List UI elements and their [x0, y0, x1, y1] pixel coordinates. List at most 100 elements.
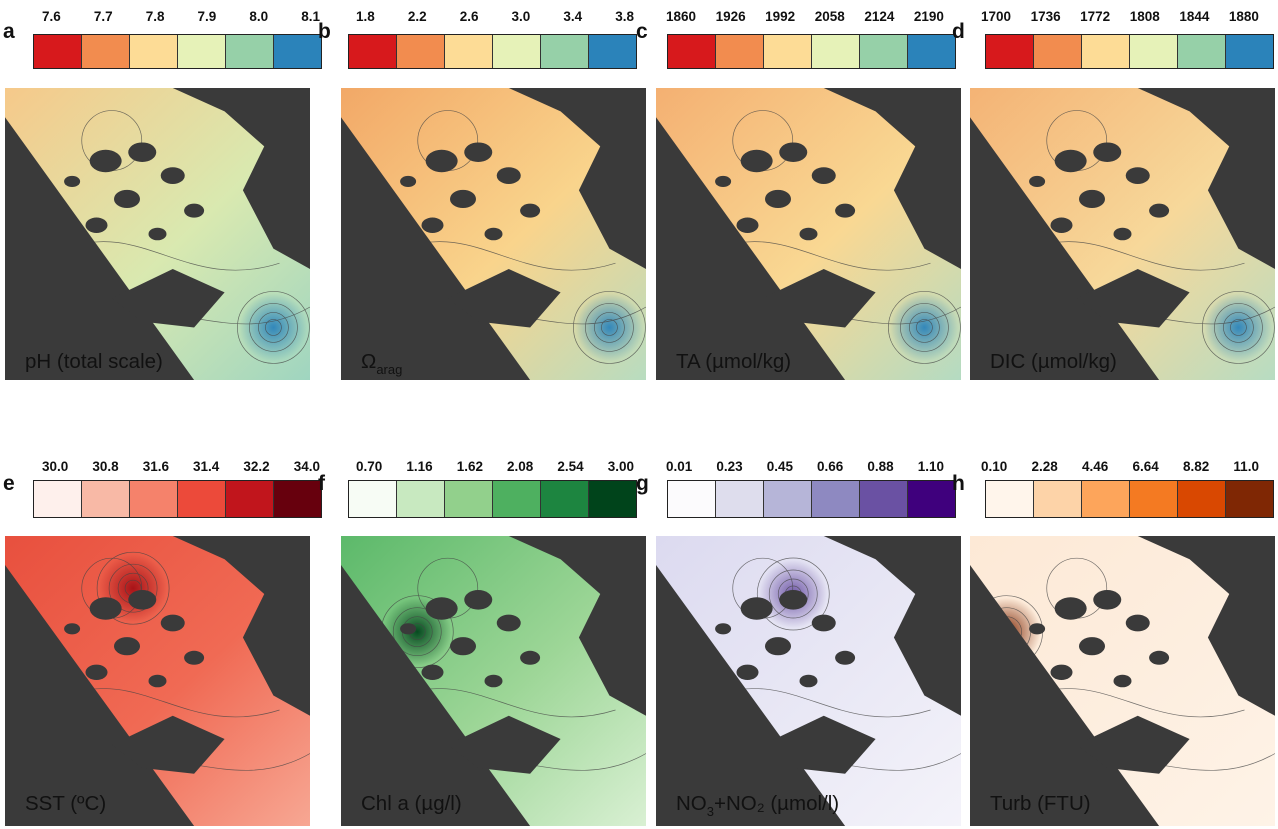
panel-letter: e [3, 472, 15, 496]
contour-map [5, 88, 310, 380]
tick-label: 1700 [981, 9, 1011, 24]
caption-main: Ω [361, 350, 376, 373]
tick-label: 0.01 [666, 459, 692, 474]
caption-main: DIC (µmol/kg) [990, 350, 1117, 373]
caption-main: pH (total scale) [25, 350, 163, 373]
colorbar-swatch [1226, 35, 1273, 68]
tick-label: 0.66 [817, 459, 843, 474]
colorbar-swatch [716, 35, 764, 68]
colorbar-swatch [860, 481, 908, 517]
tick-label: 32.2 [243, 459, 269, 474]
tick-label: 31.4 [193, 459, 219, 474]
colorbar-swatch [130, 481, 178, 517]
tick-label: 2124 [864, 9, 894, 24]
colorbar-swatch [274, 35, 321, 68]
panel-caption: Ωarag [361, 350, 402, 374]
tick-label: 30.0 [42, 459, 68, 474]
tick-label: 30.8 [92, 459, 118, 474]
colorbar-swatch [812, 35, 860, 68]
colorbar-ticks: 7.6 7.7 7.8 7.9 8.0 8.1 [42, 9, 320, 24]
contour-map [341, 88, 646, 380]
colorbar [33, 34, 322, 69]
colorbar-swatch [349, 481, 397, 517]
colorbar-swatch [986, 481, 1034, 517]
colorbar-ticks: 1860 1926 1992 2058 2124 2190 [666, 9, 944, 24]
colorbar-swatch [82, 35, 130, 68]
caption-main: TA (µmol/kg) [676, 350, 791, 373]
panel-caption: NO3+NO₂ (µmol/l) [676, 792, 839, 816]
tick-label: 3.8 [615, 9, 634, 24]
caption-subscript: arag [376, 362, 402, 377]
colorbar-swatch [908, 481, 955, 517]
tick-label: 4.46 [1082, 459, 1108, 474]
colorbar-swatch [226, 481, 274, 517]
panel-caption: pH (total scale) [25, 350, 163, 374]
colorbar-swatch [589, 481, 636, 517]
tick-label: 2.08 [507, 459, 533, 474]
colorbar-swatch [397, 35, 445, 68]
colorbar-swatch [1082, 481, 1130, 517]
colorbar-ticks: 0.70 1.16 1.62 2.08 2.54 3.00 [356, 459, 634, 474]
tick-label: 2058 [815, 9, 845, 24]
tick-label: 3.0 [512, 9, 531, 24]
panel-letter: b [318, 20, 331, 44]
panel-caption: DIC (µmol/kg) [990, 350, 1117, 374]
colorbar-swatch [541, 481, 589, 517]
contour-map [5, 536, 310, 826]
tick-label: 8.0 [249, 9, 268, 24]
tick-label: 1992 [765, 9, 795, 24]
colorbar-swatch [986, 35, 1034, 68]
tick-label: 2.28 [1031, 459, 1057, 474]
panel-caption: Chl a (µg/l) [361, 792, 462, 816]
panel-caption: SST (ºC) [25, 792, 106, 816]
tick-label: 1860 [666, 9, 696, 24]
contour-map [341, 536, 646, 826]
colorbar-swatch [764, 35, 812, 68]
colorbar-swatch [82, 481, 130, 517]
panel-letter: g [636, 472, 649, 496]
panel-letter: d [952, 20, 965, 44]
panel-caption: TA (µmol/kg) [676, 350, 791, 374]
caption-subscript: 3 [707, 804, 714, 819]
caption-main: SST (ºC) [25, 792, 106, 815]
colorbar-swatch [178, 481, 226, 517]
colorbar-swatch [860, 35, 908, 68]
tick-label: 6.64 [1132, 459, 1158, 474]
colorbar [33, 480, 322, 518]
caption-main: Turb (FTU) [990, 792, 1091, 815]
colorbar-swatch [445, 481, 493, 517]
colorbar-swatch [1178, 35, 1226, 68]
colorbar-swatch [668, 35, 716, 68]
tick-label: 1880 [1229, 9, 1259, 24]
colorbar-swatch [493, 481, 541, 517]
colorbar-swatch [1082, 35, 1130, 68]
colorbar-swatch [1130, 481, 1178, 517]
panel-caption: Turb (FTU) [990, 792, 1091, 816]
colorbar-ticks: 1700 1736 1772 1808 1844 1880 [981, 9, 1259, 24]
tick-label: 2.2 [408, 9, 427, 24]
tick-label: 3.00 [608, 459, 634, 474]
tick-label: 1.62 [457, 459, 483, 474]
tick-label: 7.7 [94, 9, 113, 24]
caption-main: NO [676, 792, 707, 815]
colorbar-swatch [812, 481, 860, 517]
colorbar-swatch [1034, 481, 1082, 517]
contour-map [970, 88, 1275, 380]
tick-label: 7.6 [42, 9, 61, 24]
tick-label: 2.54 [557, 459, 583, 474]
tick-label: 1808 [1130, 9, 1160, 24]
panel-letter: c [636, 20, 648, 44]
colorbar-swatch [34, 481, 82, 517]
colorbar-swatch [493, 35, 541, 68]
tick-label: 3.4 [563, 9, 582, 24]
colorbar [667, 34, 956, 69]
colorbar-swatch [274, 481, 321, 517]
colorbar-swatch [1130, 35, 1178, 68]
contour-map [970, 536, 1275, 826]
colorbar-swatch [541, 35, 589, 68]
colorbar [348, 480, 637, 518]
caption-tail: +NO₂ (µmol/l) [714, 792, 839, 815]
colorbar-swatch [716, 481, 764, 517]
contour-map [656, 536, 961, 826]
colorbar-ticks: 0.10 2.28 4.46 6.64 8.82 11.0 [981, 459, 1259, 474]
